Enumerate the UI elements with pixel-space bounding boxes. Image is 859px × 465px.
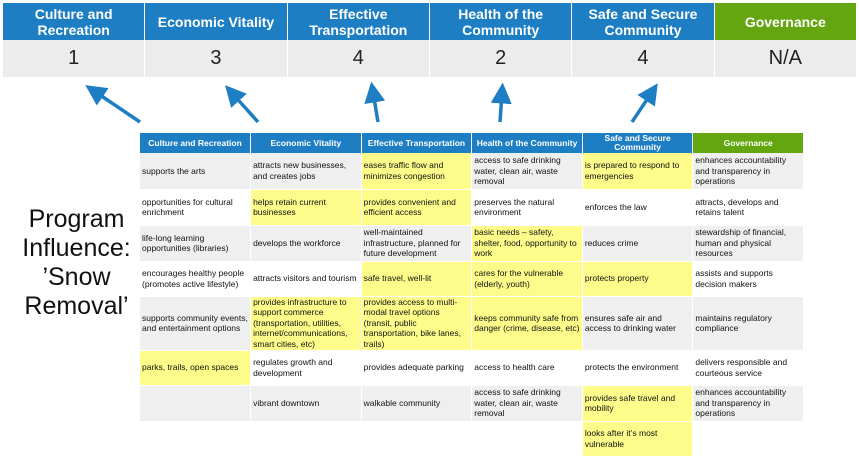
criteria-table: Culture and Recreation Economic Vitality E…: [140, 133, 804, 457]
table-cell: enhances accountability and transparency…: [692, 153, 804, 190]
table-cell: attracts new businesses, and creates job…: [250, 153, 362, 190]
table-cell: is prepared to respond to emergencies: [582, 153, 694, 190]
summary-header: Health of the Community: [429, 3, 573, 40]
table-cell: [692, 421, 804, 457]
summary-scores: Culture and Recreation Economic Vitality E…: [3, 3, 857, 77]
table-cell: access to safe drinking water, clean air…: [471, 385, 583, 422]
table-cell: encourages healthy people (promotes acti…: [140, 261, 252, 297]
table-cell: provides infrastructure to support comme…: [250, 296, 362, 351]
arrow-icon: [490, 82, 512, 123]
table-header: Safe and Secure Community: [582, 133, 694, 153]
table-header: Effective Transportation: [361, 133, 473, 153]
table-cell: protects the environment: [582, 350, 694, 386]
table-cell: keeps community safe from danger (crime,…: [471, 296, 583, 351]
table-cell: reduces crime: [582, 225, 694, 262]
table-cell: [140, 385, 252, 422]
table-cell: enhances accountability and transparency…: [692, 385, 804, 422]
table-cell: stewardship of financial, human and phys…: [692, 225, 804, 262]
table-cell: protects property: [582, 261, 694, 297]
table-cell: provides safe travel and mobility: [582, 385, 694, 422]
table-cell: preserves the natural environment: [471, 189, 583, 226]
table-cell: parks, trails, open spaces: [140, 350, 252, 386]
table-cell: cares for the vulnerable (elderly, youth…: [471, 261, 583, 297]
table-cell: delivers responsible and courteous servi…: [692, 350, 804, 386]
summary-score: 3: [145, 40, 288, 77]
table-header: Culture and Recreation: [140, 133, 252, 153]
summary-header: Safe and Secure Community: [572, 3, 715, 40]
table-cell: [250, 421, 362, 457]
table-cell: supports the arts: [140, 153, 252, 190]
table-header: Health of the Community: [471, 133, 583, 153]
arrow-icon: [630, 83, 658, 123]
table-cell: develops the workforce: [250, 225, 362, 262]
table-cell: supports community events, and entertain…: [140, 296, 252, 351]
table-row: parks, trails, open spaces regulates grow…: [140, 350, 804, 386]
arrow-icon: [85, 85, 141, 124]
program-influence-label: Program Influence: ’Snow Removal’: [22, 205, 131, 320]
table-row: vibrant downtown walkable community access…: [140, 385, 804, 422]
summary-score: 2: [430, 40, 573, 77]
table-row: looks after it’s most vulnerable: [140, 421, 804, 457]
table-cell: basic needs – safety, shelter, food, opp…: [471, 225, 583, 262]
summary-header: Effective Transportation: [287, 3, 430, 40]
table-cell: access to health care: [471, 350, 583, 386]
table-cell: walkable community: [361, 385, 473, 422]
table-cell: opportunities for cultural enrichment: [140, 189, 252, 226]
table-row: supports community events, and entertain…: [140, 296, 804, 351]
table-cell: attracts visitors and tourism: [250, 261, 362, 297]
table-cell: [361, 421, 473, 457]
summary-header: Economic Vitality: [145, 3, 288, 40]
table-cell: attracts, develops and retains talent: [692, 189, 804, 226]
summary-score: 1: [3, 40, 146, 77]
table-cell: vibrant downtown: [250, 385, 362, 422]
table-cell: regulates growth and development: [250, 350, 362, 386]
arrow-icon: [224, 85, 260, 124]
summary-header: Culture and Recreation: [3, 3, 146, 40]
table-header: Governance: [692, 133, 804, 153]
summary-score: 4: [572, 40, 715, 77]
table-cell: helps retain current businesses: [250, 189, 362, 226]
table-row: opportunities for cultural enrichment hel…: [140, 189, 804, 226]
table-header: Economic Vitality: [250, 133, 362, 153]
table-cell: access to safe drinking water, clean air…: [471, 153, 583, 190]
table-cell: provides convenient and efficient access: [361, 189, 473, 226]
table-row: supports the arts attracts new businesses…: [140, 153, 804, 190]
table-cell: maintains regulatory compliance: [692, 296, 804, 351]
summary-header: Governance: [714, 3, 857, 40]
arrow-icon: [364, 81, 386, 123]
summary-score: 4: [288, 40, 430, 77]
table-cell: ensures safe air and access to drinking …: [582, 296, 694, 351]
table-cell: looks after it’s most vulnerable: [582, 421, 694, 457]
table-cell: [140, 421, 252, 457]
table-cell: provides access to multi-modal travel op…: [361, 296, 473, 351]
table-cell: enforces the law: [582, 189, 694, 226]
table-cell: provides adequate parking: [361, 350, 473, 386]
table-row: life-long learning opportunities (librar…: [140, 225, 804, 262]
table-cell: [471, 421, 583, 457]
summary-score: N/A: [715, 40, 857, 77]
table-cell: eases traffic flow and minimizes congest…: [361, 153, 473, 190]
table-row: encourages healthy people (promotes acti…: [140, 261, 804, 297]
table-cell: life-long learning opportunities (librar…: [140, 225, 252, 262]
table-cell: well-maintained infrastructure, planned …: [361, 225, 473, 262]
table-cell: assists and supports decision makers: [692, 261, 804, 297]
table-cell: safe travel, well-lit: [361, 261, 473, 297]
